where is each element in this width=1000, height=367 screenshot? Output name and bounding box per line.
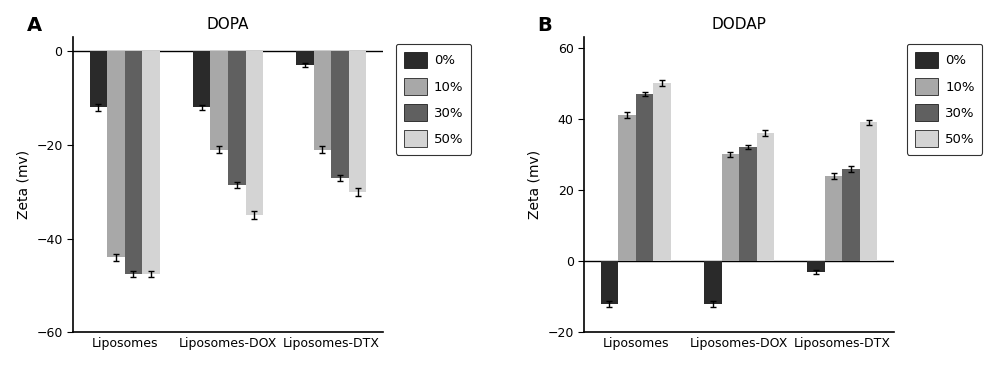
Bar (210, 51, 228, 150)
Bar (193, 51, 210, 108)
Bar (125, 51, 142, 274)
Text: A: A (27, 16, 42, 35)
Y-axis label: Zeta (mv): Zeta (mv) (528, 150, 542, 219)
Bar (296, 51, 314, 65)
Bar (722, 155, 739, 261)
Bar (739, 148, 757, 261)
Legend: 0%, 10%, 30%, 50%: 0%, 10%, 30%, 50% (907, 44, 982, 155)
Bar (314, 51, 331, 150)
Bar (246, 51, 263, 215)
Text: B: B (538, 16, 552, 35)
Bar (107, 51, 125, 257)
Bar (704, 261, 722, 304)
Bar (331, 51, 349, 178)
Bar (842, 169, 860, 261)
Title: DOPA: DOPA (207, 17, 249, 32)
Bar (807, 261, 825, 272)
Bar (825, 176, 842, 261)
Bar (618, 115, 636, 261)
Bar (860, 123, 877, 261)
Bar (636, 94, 653, 261)
Bar (142, 51, 160, 274)
Bar (757, 133, 774, 261)
Bar (653, 83, 671, 261)
Title: DODAP: DODAP (712, 17, 767, 32)
Bar (90, 51, 107, 108)
Bar (228, 51, 246, 185)
Y-axis label: Zeta (mv): Zeta (mv) (17, 150, 31, 219)
Bar (601, 261, 618, 304)
Legend: 0%, 10%, 30%, 50%: 0%, 10%, 30%, 50% (396, 44, 471, 155)
Bar (349, 51, 366, 192)
